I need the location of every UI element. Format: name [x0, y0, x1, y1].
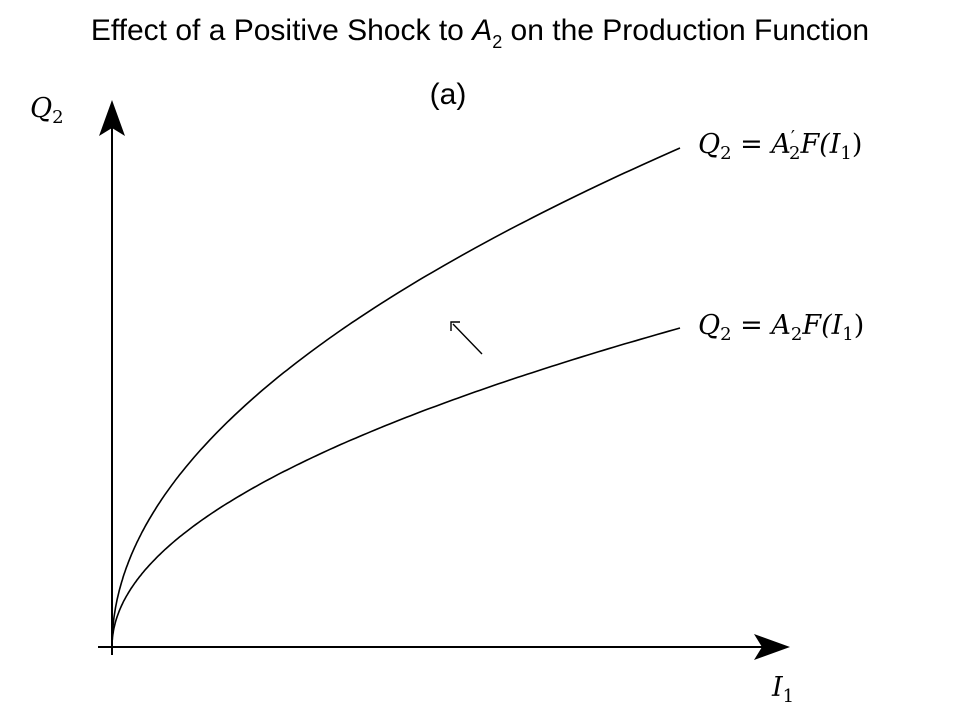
shift-arrowhead [450, 321, 460, 331]
curve-label-shocked: Q2 = A′ 2F(I1) [698, 127, 862, 164]
shift-arrow [452, 323, 483, 355]
y-axis-label: Q2 [30, 93, 64, 128]
x-axis-arrowhead [754, 634, 790, 660]
curve-shocked-production-function [111, 147, 681, 647]
x-axis-label: I1 [771, 672, 794, 707]
curve-label-original: Q2 = A2F(I1) [698, 310, 864, 345]
diagram-title: Effect of a Positive Shock to A2 on the … [91, 14, 869, 52]
panel-label: (a) [430, 78, 467, 111]
curve-original-production-function [111, 327, 681, 647]
y-axis-arrowhead [99, 100, 125, 136]
